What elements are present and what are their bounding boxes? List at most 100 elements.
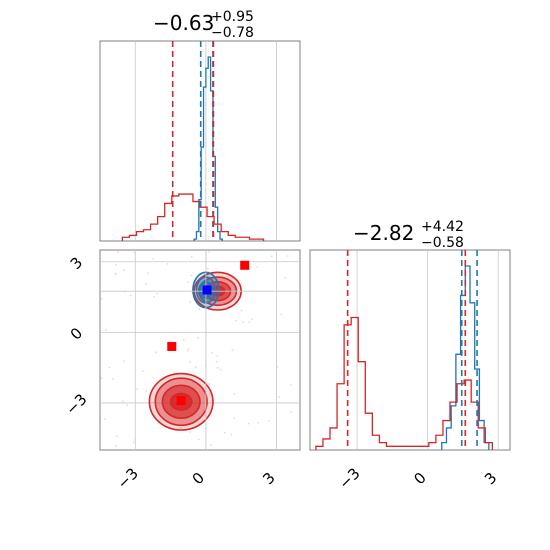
sample-point — [133, 251, 135, 254]
sample-point — [155, 351, 157, 354]
sample-point — [267, 419, 270, 422]
sample-point — [179, 427, 182, 430]
axes-frame — [309, 249, 511, 451]
sample-point — [280, 313, 283, 316]
sample-point — [152, 377, 155, 380]
sample-point — [116, 250, 119, 253]
sample-point — [105, 329, 107, 331]
histogram-step-blue — [193, 56, 224, 241]
sample-point — [187, 347, 190, 350]
sample-point — [233, 392, 236, 395]
sample-point — [111, 377, 114, 380]
sample-point — [247, 422, 250, 425]
sample-point — [248, 321, 251, 323]
sample-point — [190, 255, 193, 258]
sample-point — [115, 263, 117, 266]
panel-title-sub: −0.58 — [421, 235, 464, 251]
quantile-lines — [346, 250, 478, 450]
sample-point — [197, 336, 199, 339]
sample-point — [155, 292, 158, 295]
sample-point — [290, 411, 293, 414]
sample-point — [284, 277, 287, 279]
y-tick-label: 0 — [67, 324, 86, 343]
sample-point — [219, 368, 222, 371]
sample-point — [208, 383, 211, 385]
histogram-step-red — [315, 316, 494, 450]
sample-point — [108, 366, 111, 369]
sample-point — [189, 301, 192, 304]
x-tick-labels-param1: −3 0 3 — [114, 464, 279, 492]
sample-point — [197, 438, 200, 441]
sample-point — [223, 431, 226, 434]
sample-point — [136, 388, 139, 391]
grid-lines — [356, 250, 499, 450]
sample-point — [198, 308, 201, 311]
sample-point — [230, 433, 233, 436]
sample-point — [242, 321, 245, 324]
sample-point — [190, 274, 193, 277]
histogram-step-red — [121, 193, 265, 241]
x-tick-label: 0 — [410, 469, 429, 488]
sample-point — [233, 417, 236, 420]
sample-point — [145, 282, 147, 285]
histogram-panel-param1: −0.63 +0.95 −0.78 — [99, 9, 301, 242]
panel-title-value: −2.82 — [353, 221, 414, 245]
sample-point — [240, 309, 243, 312]
sample-point — [166, 263, 169, 265]
sample-point — [122, 400, 124, 403]
sample-point — [207, 267, 209, 270]
y-tick-label: 3 — [67, 253, 86, 272]
square-marker — [202, 285, 212, 295]
x-tick-labels-param2: −3 0 3 — [335, 464, 500, 492]
sample-point — [186, 281, 189, 284]
sample-point — [115, 444, 118, 447]
sample-point — [151, 401, 154, 404]
panel-title-sup: +0.95 — [211, 9, 254, 25]
sample-point — [126, 404, 129, 407]
square-marker — [167, 341, 177, 351]
sample-point — [194, 366, 197, 368]
sample-point — [189, 361, 192, 364]
sample-point — [231, 349, 234, 352]
sample-point — [211, 351, 213, 354]
sample-point — [129, 294, 132, 297]
sample-point — [100, 377, 103, 379]
sample-point — [270, 255, 273, 258]
sample-point — [216, 366, 219, 369]
histogram-panel-param2: −2.82 +4.42 −0.58 — [309, 219, 511, 451]
truth-crosshair — [100, 250, 300, 450]
histogram-series — [121, 56, 265, 241]
sample-point — [208, 251, 210, 253]
sample-point — [114, 272, 117, 275]
sample-point — [123, 269, 125, 272]
x-tick-label: 3 — [481, 469, 500, 488]
sample-point — [256, 266, 259, 268]
contour-panel — [99, 249, 301, 451]
sample-point — [286, 255, 289, 257]
y-tick-labels: −3 0 3 — [62, 253, 90, 418]
sample-point — [146, 272, 149, 275]
sample-point — [142, 370, 144, 373]
point-markers — [167, 260, 250, 406]
sample-point — [257, 421, 260, 424]
square-marker — [176, 396, 186, 406]
sample-point — [189, 431, 191, 433]
sample-point — [182, 339, 185, 341]
y-tick-label: −3 — [62, 390, 90, 418]
x-tick-label: −3 — [335, 464, 363, 492]
square-marker — [240, 260, 250, 270]
sample-point — [132, 441, 135, 444]
sample-point — [278, 396, 281, 399]
sample-point — [235, 319, 238, 322]
x-tick-label: 3 — [259, 469, 278, 488]
sample-point — [216, 360, 219, 363]
sample-point — [250, 318, 253, 321]
x-tick-label: −3 — [114, 464, 142, 492]
panel-title-value: −0.63 — [153, 11, 214, 35]
sample-point — [276, 365, 279, 368]
sample-point — [100, 297, 103, 300]
sample-point — [210, 444, 212, 447]
panel-title-sup: +4.42 — [421, 219, 464, 235]
axes-frame — [99, 249, 301, 451]
